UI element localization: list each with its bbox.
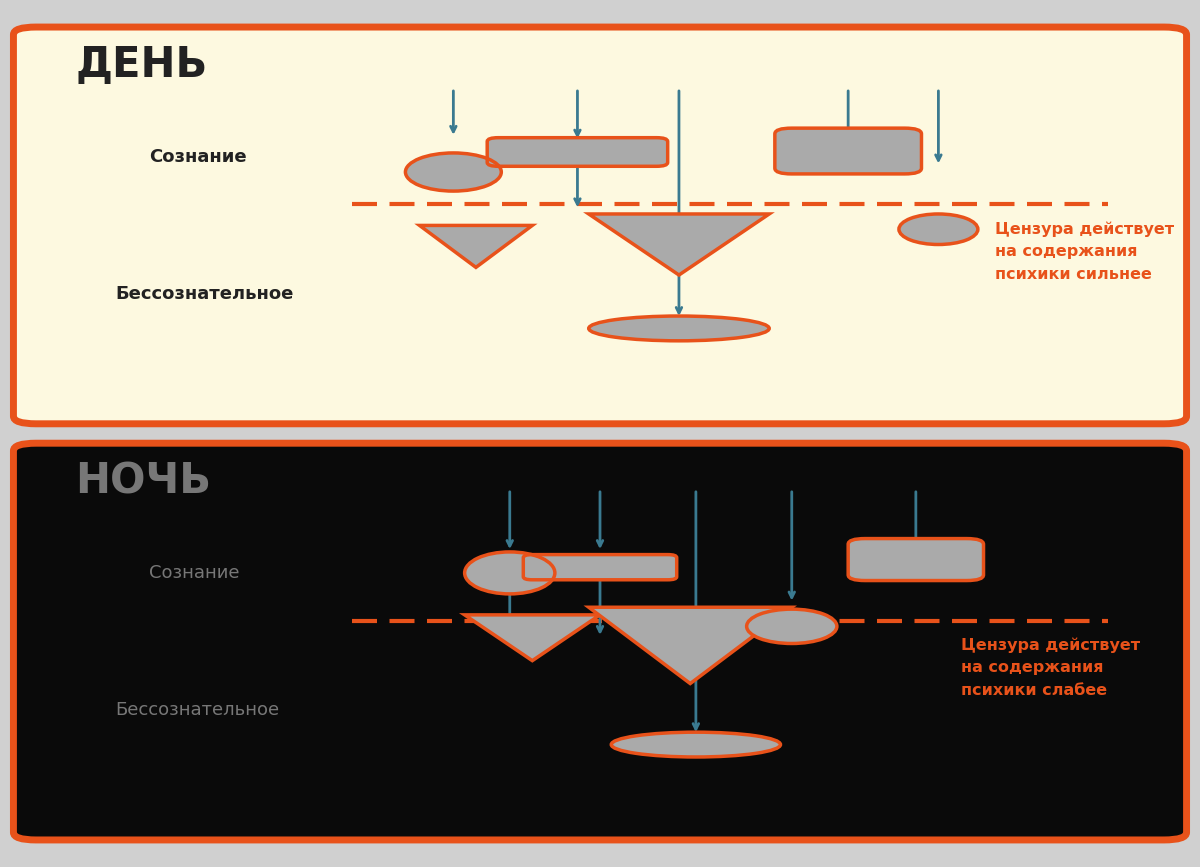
Text: ДЕНЬ: ДЕНЬ <box>76 44 208 86</box>
Text: Сознание: Сознание <box>149 564 239 582</box>
Text: Цензура действует
на содержания
психики сильнее: Цензура действует на содержания психики … <box>995 222 1174 282</box>
Ellipse shape <box>746 610 836 643</box>
FancyBboxPatch shape <box>487 138 667 166</box>
FancyBboxPatch shape <box>775 128 922 174</box>
FancyBboxPatch shape <box>848 538 984 581</box>
Ellipse shape <box>611 732 780 757</box>
Polygon shape <box>420 225 533 267</box>
Ellipse shape <box>406 153 502 191</box>
Text: Бессознательное: Бессознательное <box>115 701 280 720</box>
FancyBboxPatch shape <box>523 555 677 580</box>
Polygon shape <box>589 607 792 683</box>
Ellipse shape <box>589 316 769 341</box>
Text: Бессознательное: Бессознательное <box>115 285 293 303</box>
Text: НОЧЬ: НОЧЬ <box>76 460 211 502</box>
Polygon shape <box>464 615 600 661</box>
Text: Сознание: Сознание <box>149 147 246 166</box>
Text: Цензура действует
на содержания
психики слабее: Цензура действует на содержания психики … <box>961 638 1140 698</box>
Polygon shape <box>589 214 769 275</box>
FancyBboxPatch shape <box>13 27 1187 424</box>
FancyBboxPatch shape <box>13 443 1187 840</box>
Ellipse shape <box>464 552 554 594</box>
Ellipse shape <box>899 214 978 244</box>
